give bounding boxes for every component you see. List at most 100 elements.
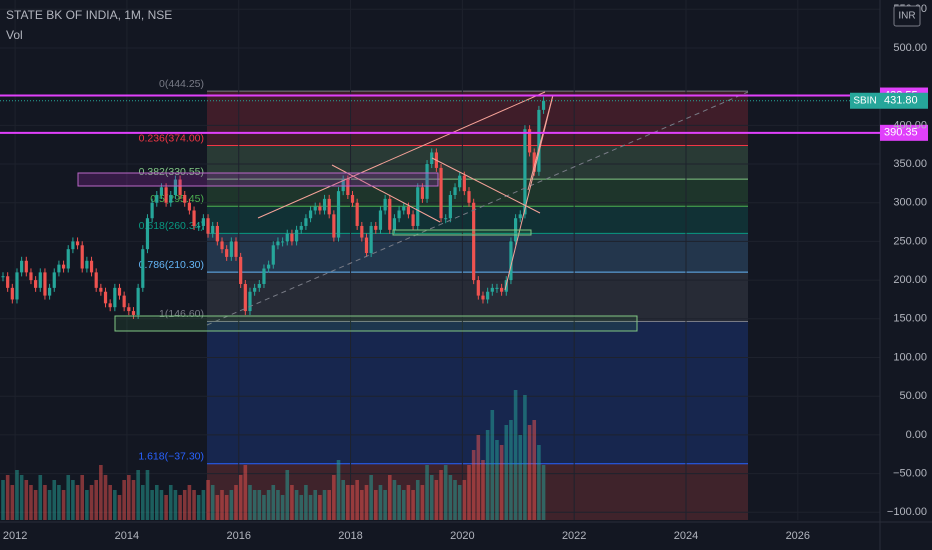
volume-bar [443, 465, 448, 520]
volume-bar [523, 395, 527, 520]
volume-bar [131, 480, 136, 520]
candle [61, 264, 66, 269]
candle [103, 291, 108, 304]
volume-bar [229, 490, 234, 520]
currency[interactable]: INR [898, 11, 915, 22]
candle [141, 249, 145, 288]
y-tick-label: 250.00 [893, 235, 927, 247]
y-tick-label: 500.00 [893, 42, 927, 54]
volume-bar [504, 425, 509, 520]
candle [127, 307, 131, 312]
candle [131, 311, 136, 315]
volume-bar [24, 480, 29, 520]
candle [294, 229, 299, 242]
volume-bar [192, 490, 196, 520]
volume-bar [448, 475, 453, 520]
volume-bar [420, 485, 425, 520]
volume-bar [499, 445, 504, 520]
candle [500, 287, 504, 292]
volume-bar [350, 485, 355, 520]
candle [462, 175, 466, 192]
price-tag-label: 431.80 [884, 95, 918, 107]
candle [262, 268, 266, 284]
volume-bar [383, 490, 387, 520]
candle [430, 152, 434, 165]
volume-bar [327, 490, 331, 520]
x-tick-label: 2022 [562, 530, 586, 542]
candle [402, 206, 406, 211]
drawings [77, 91, 749, 332]
candle [1, 276, 5, 278]
volume-bar [248, 485, 252, 520]
candle [34, 280, 38, 288]
volume-bar [392, 480, 397, 520]
candle [304, 218, 308, 226]
candle [267, 264, 271, 269]
volume-bar [537, 445, 541, 520]
volume-bar [360, 490, 364, 520]
fib-label: 1.618(−37.30) [138, 451, 204, 463]
candle [150, 202, 154, 219]
candle [80, 245, 84, 269]
candle [486, 291, 490, 300]
candle [71, 241, 75, 250]
fib-zone [207, 272, 748, 322]
candle [89, 260, 94, 273]
candle [281, 241, 285, 243]
chart-title: STATE BK OF INDIA, 1M, NSE [6, 8, 172, 22]
candle [425, 164, 429, 199]
candle [15, 272, 19, 300]
volume-bar [374, 490, 378, 520]
candle [94, 272, 98, 288]
volume-bar [141, 485, 145, 520]
candle [509, 241, 513, 281]
volume-bar [5, 475, 10, 520]
fib-label: 0.5(295.45) [150, 193, 204, 205]
candle [439, 167, 443, 219]
y-tick-label: −50.00 [893, 467, 927, 479]
y-tick-label: −100.00 [887, 506, 927, 518]
candle [411, 214, 415, 226]
candle [239, 256, 243, 284]
candle [383, 198, 387, 211]
volume-bar [276, 490, 280, 520]
candle [6, 276, 10, 288]
volume-bar [1, 480, 5, 520]
volume-bar [257, 490, 262, 520]
candle [308, 210, 313, 219]
volume-bar [47, 490, 52, 520]
volume-bar [411, 490, 415, 520]
volume-bar [294, 490, 299, 520]
candle [164, 187, 168, 203]
candle [313, 206, 317, 211]
volume-bar [369, 475, 373, 520]
candle [187, 202, 191, 211]
volume-bar [481, 460, 485, 520]
volume-bar [429, 475, 434, 520]
candle [327, 198, 331, 215]
candle [10, 287, 14, 300]
currency-box[interactable] [893, 5, 921, 27]
volume-bar [164, 495, 168, 520]
candle [332, 214, 336, 238]
candle [234, 241, 238, 257]
candle [416, 187, 420, 226]
volume-bar [490, 410, 495, 520]
y-tick-label: 350.00 [893, 158, 927, 170]
candle [169, 195, 173, 203]
volume-bar [462, 480, 467, 520]
volume-bar [397, 485, 401, 520]
volume-bar [57, 485, 61, 520]
volume-bar [341, 480, 345, 520]
volume-bar [434, 480, 439, 520]
candle [481, 295, 485, 300]
volume-bar [38, 475, 43, 520]
symbol-tag [850, 92, 880, 109]
candle [38, 272, 42, 288]
candle [145, 218, 150, 250]
candle [52, 272, 56, 288]
candle [113, 287, 117, 308]
candle [215, 225, 219, 242]
price-tag [880, 92, 928, 109]
